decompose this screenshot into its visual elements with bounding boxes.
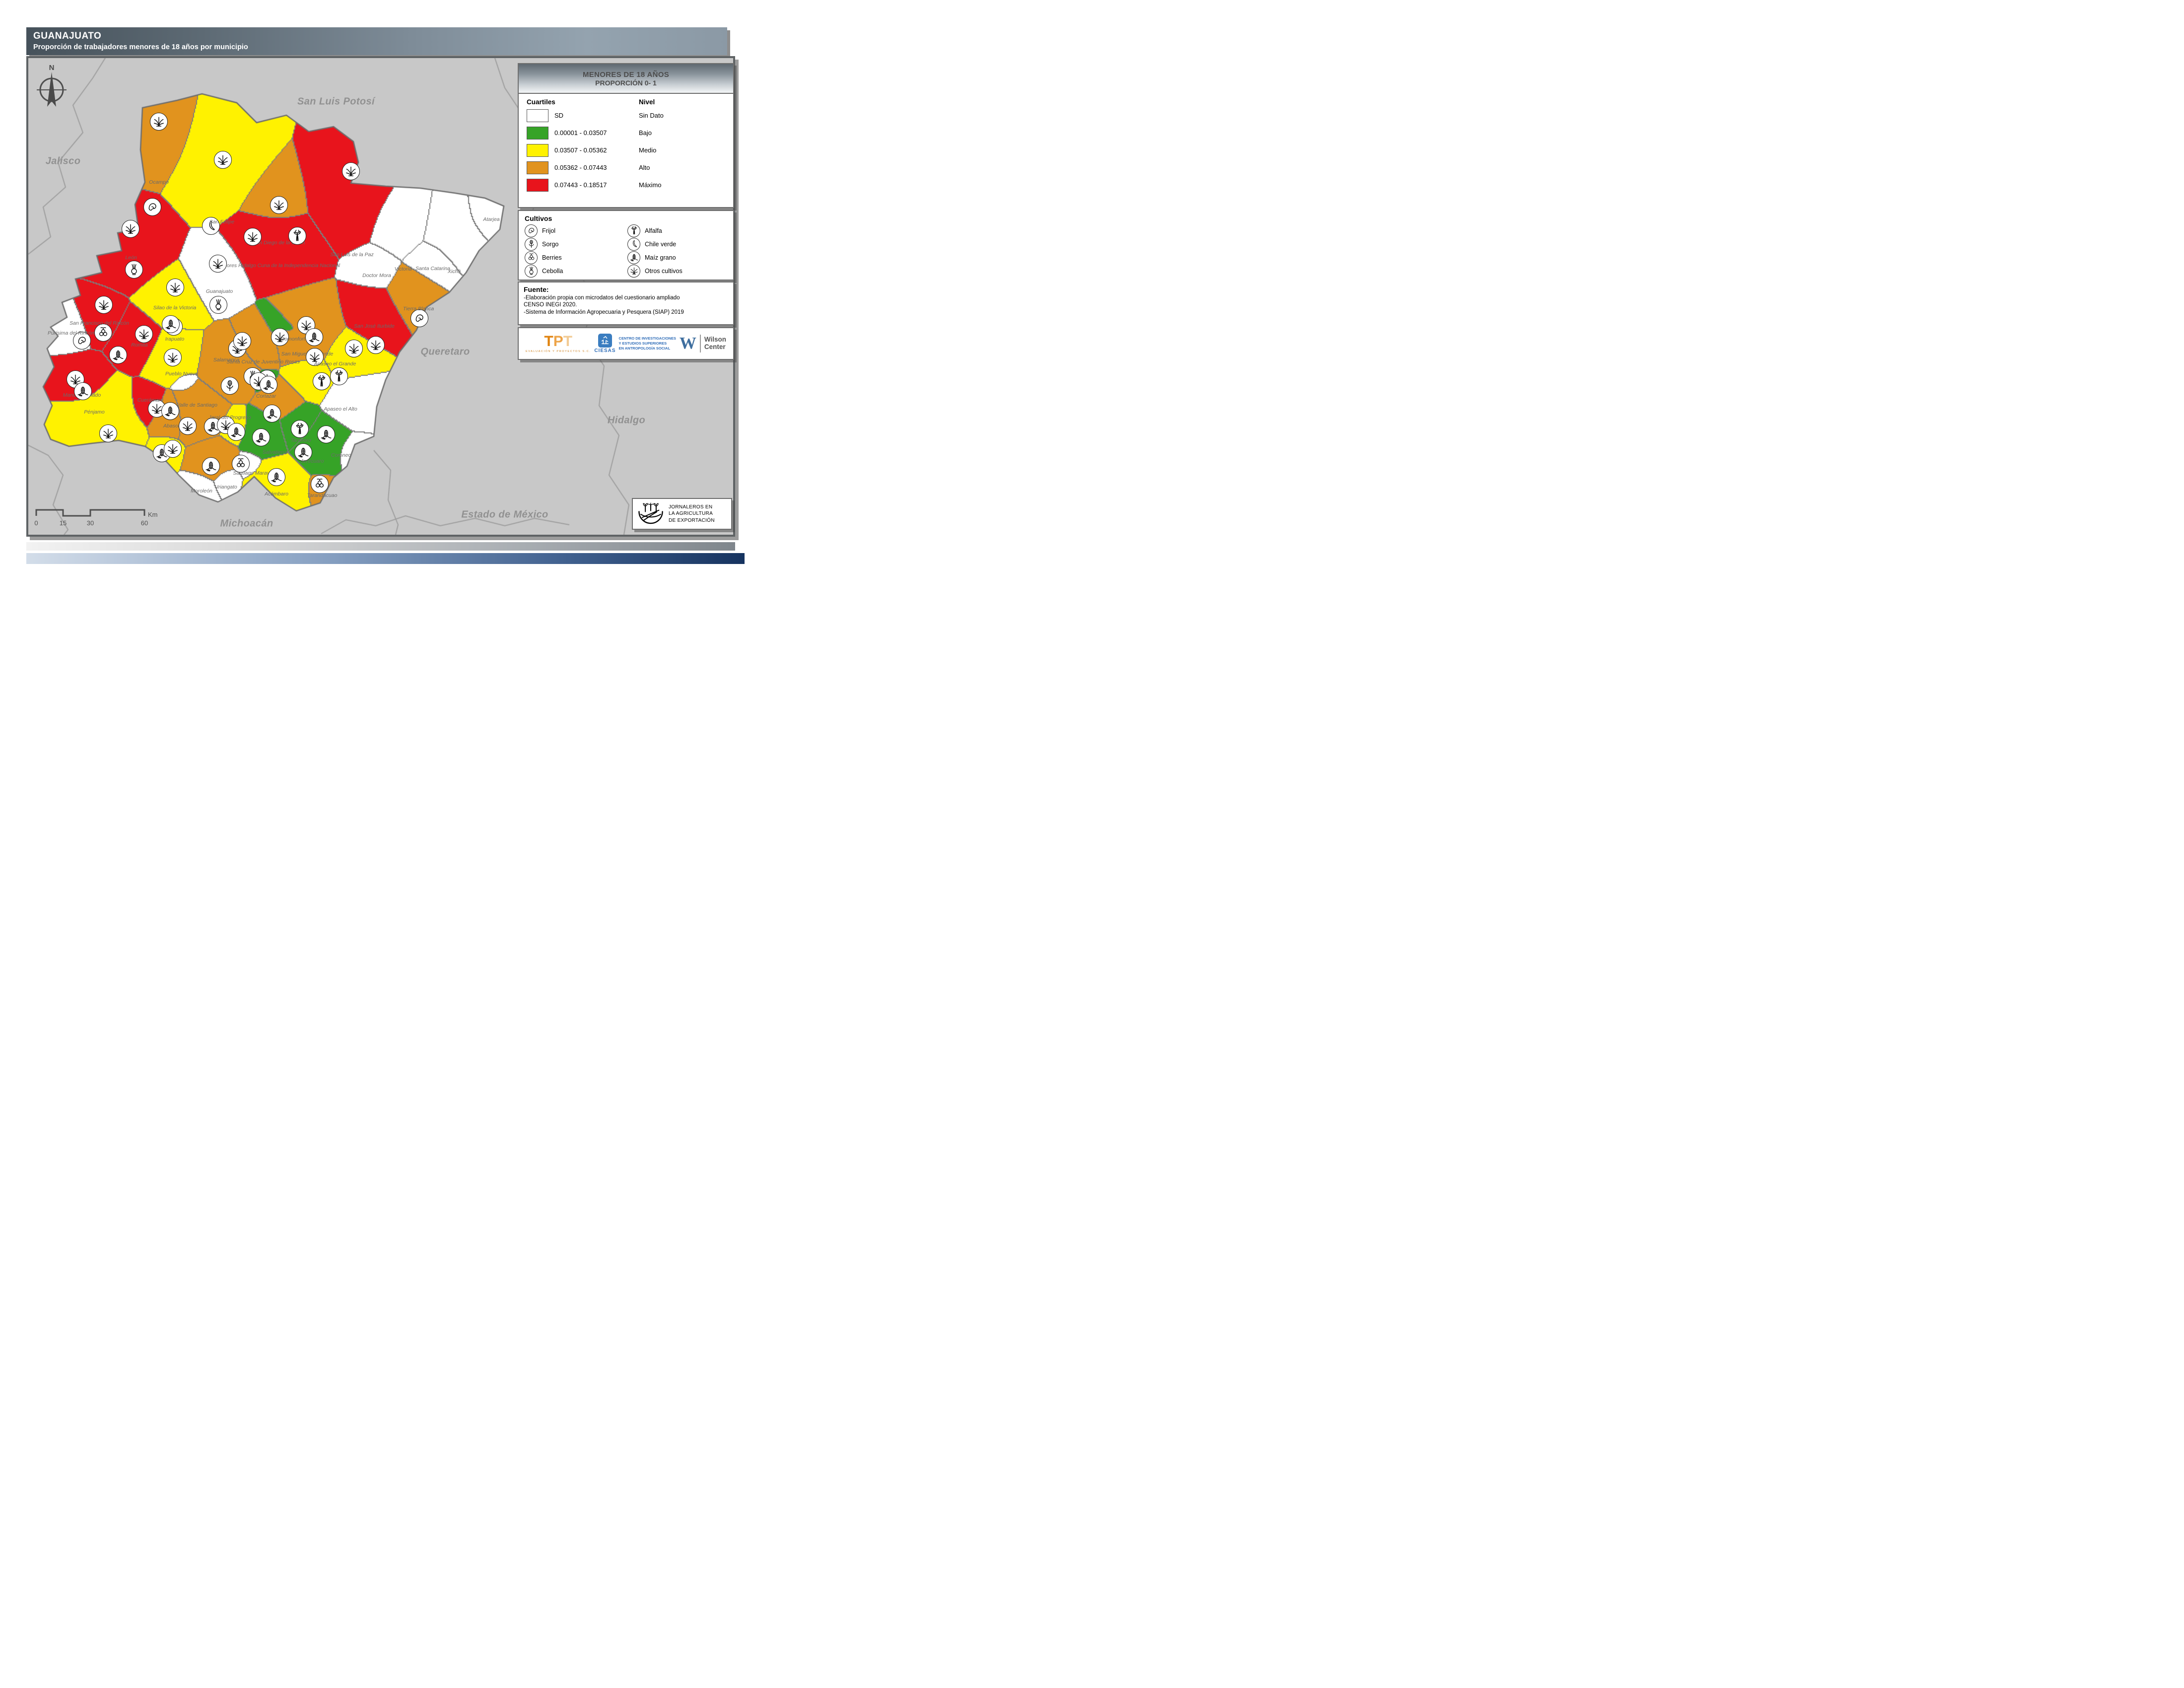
- cultivo-row-frijol: Frijol: [525, 224, 624, 237]
- chile-icon: [627, 237, 640, 251]
- cultivos-column-left: Frijol Sorgo Berries Cebolla: [525, 224, 624, 278]
- fuente-line-3: -Sistema de Información Agropecuaria y P…: [524, 309, 684, 315]
- berries-icon: [525, 251, 538, 264]
- ciesas-line-3: EN ANTROPOLOGÍA SOCIAL: [618, 346, 671, 351]
- legend-level: Máximo: [639, 181, 662, 189]
- fuente-line-1: -Elaboración propia con microdatos del c…: [524, 294, 680, 301]
- legend-title-line2: PROPORCIÓN 0- 1: [595, 78, 657, 87]
- cultivo-row-otros: Otros cultivos: [627, 264, 727, 278]
- tpt-letter-t2: T: [563, 333, 573, 350]
- ciesas-abbr: CIESAS: [594, 348, 616, 353]
- bottom-blue-strip: [26, 553, 745, 564]
- legend-swatch: [527, 126, 548, 140]
- otros-icon: [627, 264, 640, 278]
- legend-col-nivel: Nivel: [639, 98, 655, 106]
- cultivo-row-maiz: Maíz grano: [627, 251, 727, 264]
- cultivos-panel: Cultivos Frijol Sorgo Berries Cebolla Alfal…: [518, 210, 734, 281]
- legend-range: 0.03507 - 0.05362: [554, 146, 607, 154]
- legend-swatch: [527, 161, 548, 174]
- cultivo-label: Sorgo: [542, 240, 559, 248]
- jornaleros-field-icon: [638, 502, 663, 524]
- wilson-divider: [699, 335, 701, 352]
- cultivo-row-berries: Berries: [525, 251, 624, 264]
- jornaleros-line-3: DE EXPORTACIÓN: [669, 517, 715, 523]
- north-label: N: [49, 64, 55, 72]
- cultivos-grid: Frijol Sorgo Berries Cebolla Alfalfa Chile v…: [525, 224, 727, 278]
- legend-range: 0.05362 - 0.07443: [554, 164, 607, 171]
- frijol-icon: [525, 224, 538, 237]
- scale-tick: 0: [34, 519, 38, 527]
- cultivos-column-right: Alfalfa Chile verde Maíz grano Otros cultiv…: [627, 224, 727, 278]
- wilson-w: W: [679, 334, 696, 352]
- legend-panel: MENORES DE 18 AÑOS PROPORCIÓN 0- 1 Cuart…: [518, 63, 734, 208]
- page-title: GUANAJUATO: [33, 31, 102, 41]
- wilson-center-logo: W Wilson Center: [680, 335, 726, 352]
- bottom-gray-strip: [26, 542, 735, 551]
- jornaleros-logo-box: JORNALEROS EN LA AGRICULTURA DE EXPORTAC…: [632, 498, 732, 530]
- wilson-line-1: Wilson: [704, 336, 726, 344]
- legend-level: Bajo: [639, 129, 652, 137]
- cultivo-label: Alfalfa: [645, 227, 662, 234]
- maiz-icon: [627, 251, 640, 264]
- scale-unit: Km: [148, 511, 158, 518]
- cultivo-row-cebolla: Cebolla: [525, 264, 624, 278]
- cultivo-row-sorgo: Sorgo: [525, 237, 624, 251]
- legend-row-sin-dato: SD Sin Dato: [519, 107, 733, 124]
- cultivo-label: Maíz grano: [645, 254, 676, 261]
- scale-tick: 15: [60, 519, 67, 527]
- north-arrow: N: [37, 64, 67, 107]
- legend-range: SD: [554, 112, 564, 119]
- legend-range: 0.00001 - 0.03507: [554, 129, 607, 137]
- cultivo-label: Frijol: [542, 227, 556, 234]
- legend-swatch: [527, 109, 548, 122]
- scale-tick: 30: [87, 519, 94, 527]
- tpt-caption: EVALUACIÓN Y PROYECTOS S.C.: [526, 350, 591, 353]
- legend-title-line1: MENORES DE 18 AÑOS: [582, 70, 670, 79]
- cebolla-icon: [525, 264, 538, 278]
- scale-tick: 60: [141, 519, 148, 527]
- fuente-title: Fuente:: [524, 285, 549, 293]
- legend-range: 0.07443 - 0.18517: [554, 181, 607, 189]
- cultivo-label: Otros cultivos: [645, 267, 682, 275]
- legend-row-bajo: 0.00001 - 0.03507 Bajo: [519, 124, 733, 141]
- alfalfa-icon: [627, 224, 640, 237]
- legend-header: MENORES DE 18 AÑOS PROPORCIÓN 0- 1: [519, 64, 733, 94]
- legend-col-cuartiles: Cuartiles: [527, 98, 555, 106]
- wilson-line-2: Center: [704, 343, 726, 351]
- legend-swatch: [527, 178, 548, 192]
- tpt-letter-p: P: [553, 333, 563, 350]
- legend-level: Sin Dato: [639, 112, 664, 119]
- page-subtitle: Proporción de trabajadores menores de 18…: [33, 43, 248, 51]
- legend-rows: SD Sin Dato 0.00001 - 0.03507 Bajo 0.03507 -…: [519, 107, 733, 194]
- fuente-line-2: CENSO INEGI 2020.: [524, 302, 577, 308]
- legend-row-máximo: 0.07443 - 0.18517 Máximo: [519, 176, 733, 194]
- ciesas-line-1: CENTRO DE INVESTIGACIONES: [618, 336, 676, 341]
- cultivo-row-alfalfa: Alfalfa: [627, 224, 727, 237]
- map-frame: San Luis Potosí Jalisco Michoacán Queretaro…: [26, 56, 735, 537]
- tpt-logo: TPT EVALUACIÓN Y PROYECTOS S.C.: [526, 334, 591, 353]
- scale-bar: Km 0 15 30 60: [34, 509, 158, 527]
- title-bar: GUANAJUATO Proporción de trabajadores me…: [26, 27, 727, 55]
- ciesas-logo: CIESAS CENTRO DE INVESTIGACIONES Y ESTUD…: [594, 334, 676, 353]
- ciesas-icon: [598, 334, 612, 348]
- tpt-letter-t1: T: [544, 333, 553, 350]
- cultivo-label: Berries: [542, 254, 562, 261]
- cultivo-row-chile: Chile verde: [627, 237, 727, 251]
- jornaleros-line-1: JORNALEROS EN: [669, 504, 713, 510]
- cultivo-label: Cebolla: [542, 267, 563, 275]
- legend-swatch: [527, 143, 548, 157]
- legend-row-alto: 0.05362 - 0.07443 Alto: [519, 159, 733, 176]
- fuente-panel: Fuente: -Elaboración propia con microdat…: [518, 281, 734, 325]
- page: GUANAJUATO Proporción de trabajadores me…: [0, 0, 745, 576]
- ciesas-line-2: Y ESTUDIOS SUPERIORES: [618, 341, 667, 346]
- logos-panel: TPT EVALUACIÓN Y PROYECTOS S.C. CIESAS C…: [518, 327, 734, 360]
- cultivos-title: Cultivos: [525, 214, 552, 222]
- legend-row-medio: 0.03507 - 0.05362 Medio: [519, 141, 733, 159]
- cultivo-label: Chile verde: [645, 240, 677, 248]
- legend-level: Medio: [639, 146, 657, 154]
- legend-column-headers: Cuartiles Nivel: [519, 94, 733, 107]
- legend-level: Alto: [639, 164, 650, 171]
- sorgo-icon: [525, 237, 538, 251]
- jornaleros-line-2: LA AGRICULTURA: [669, 511, 713, 517]
